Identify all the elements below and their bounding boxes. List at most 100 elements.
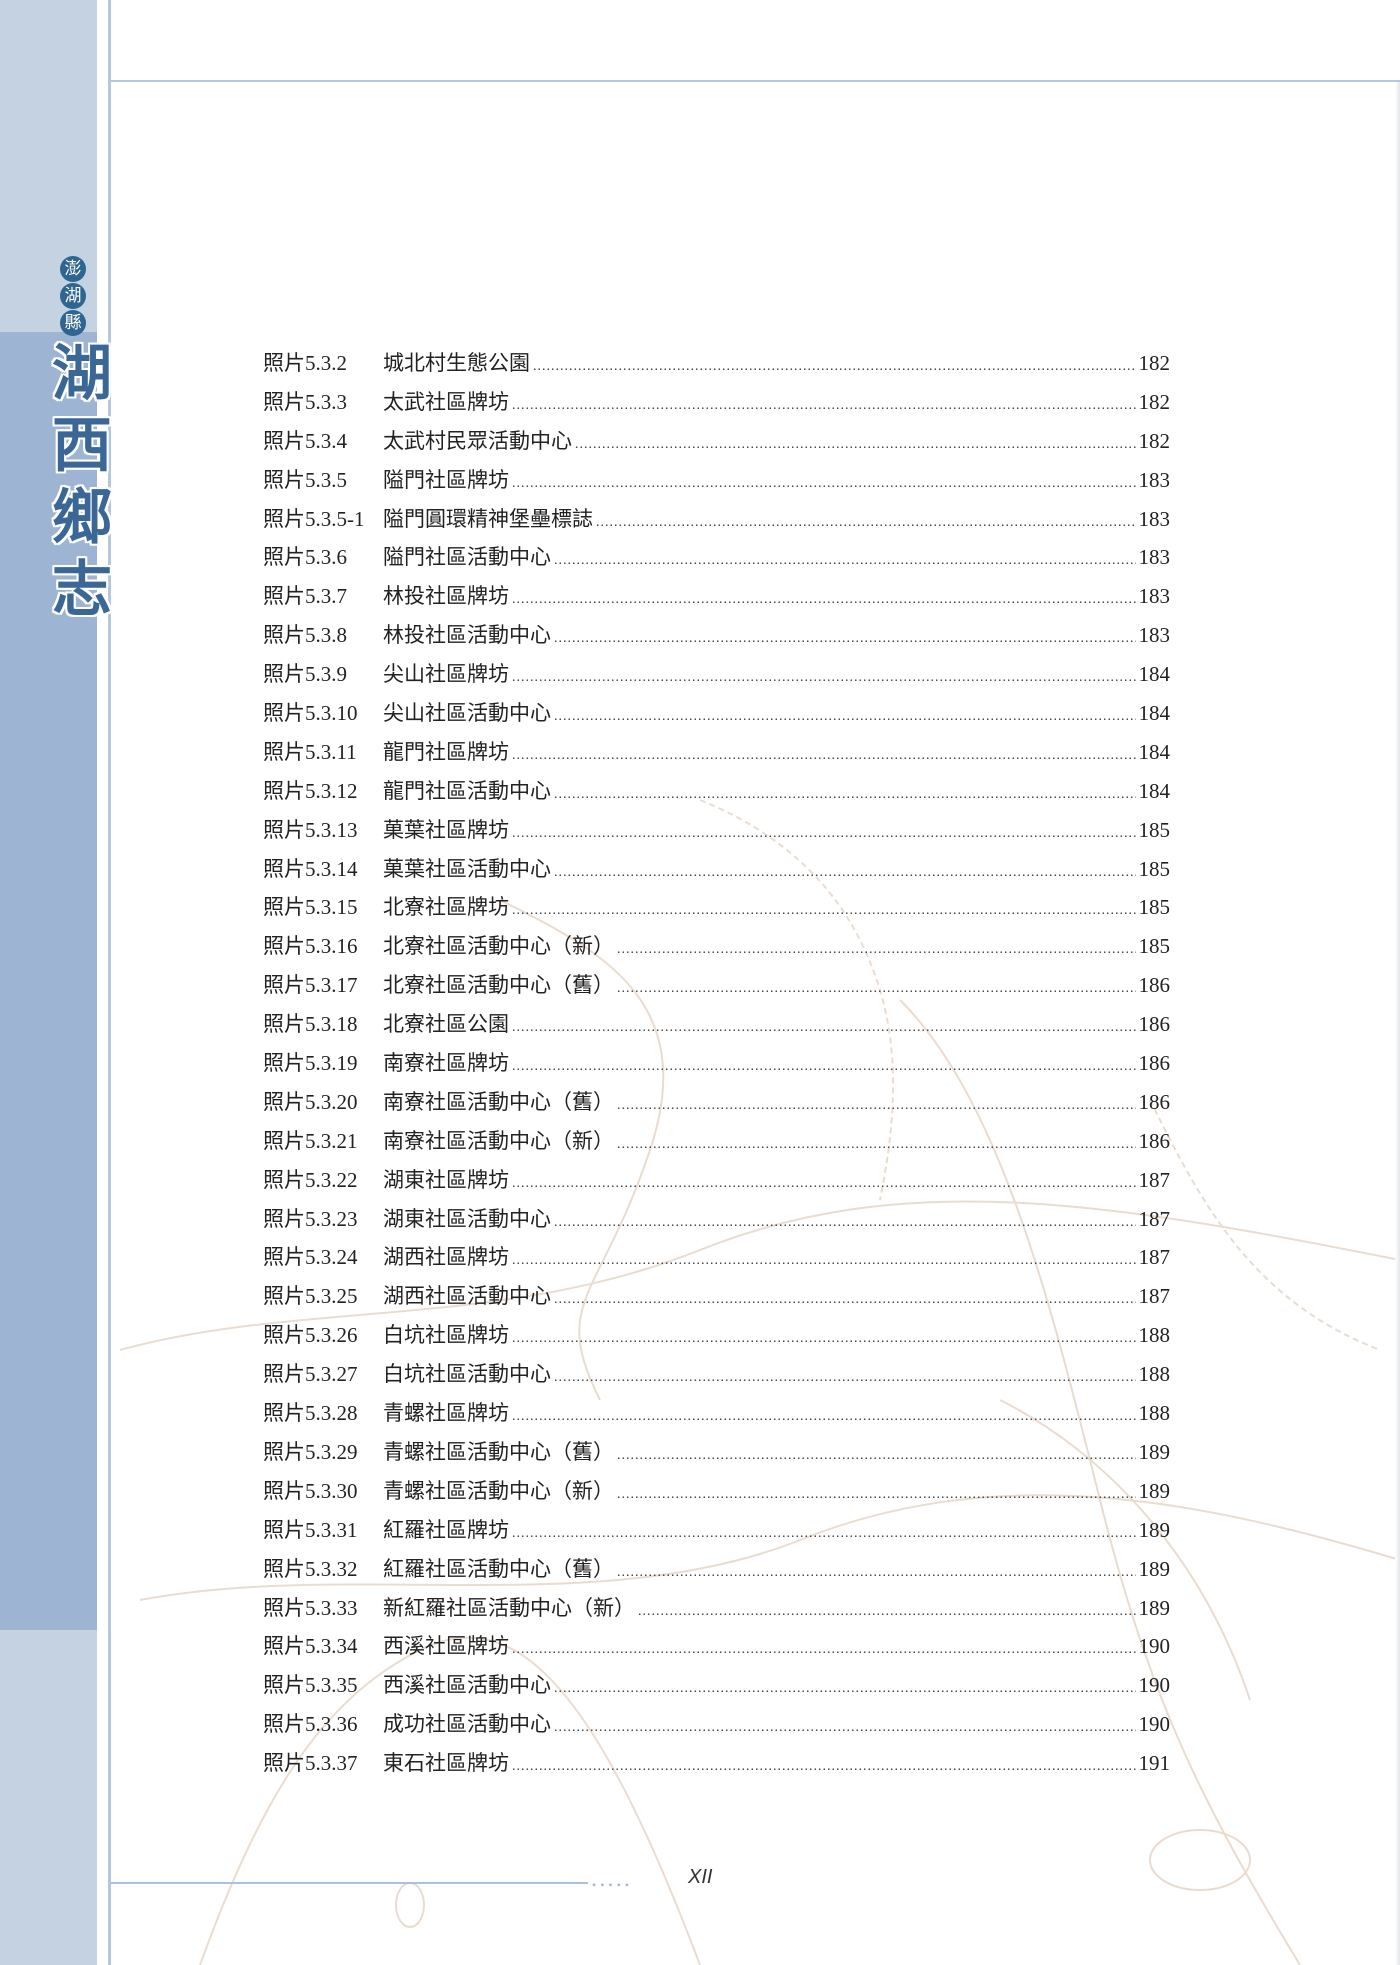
toc-entry[interactable]: 照片5.3.21 南寮社區活動中心（新）.....................… <box>263 1125 1170 1164</box>
entry-page: 183 <box>1138 506 1171 531</box>
entry-page: 184 <box>1138 662 1171 687</box>
toc-entry[interactable]: 照片5.3.32 紅羅社區活動中心（舊）.....................… <box>263 1553 1170 1592</box>
entry-title: 湖西社區活動中心 <box>383 1284 551 1309</box>
toc-entry[interactable]: 照片5.3.16 北寮社區活動中心（新）.....................… <box>263 930 1170 969</box>
toc-entry[interactable]: 照片5.3.20 南寮社區活動中心（舊）.....................… <box>263 1086 1170 1125</box>
toc-entry[interactable]: 照片5.3.33 新紅羅社區活動中心（新）....................… <box>263 1592 1170 1631</box>
toc-entry[interactable]: 照片5.3.25 湖西社區活動中心........................… <box>263 1280 1170 1319</box>
dot-leader: ........................................… <box>512 1409 1136 1425</box>
entry-page: 183 <box>1138 467 1171 492</box>
entry-title: 東石社區牌坊 <box>383 1751 509 1776</box>
dot-leader: ........................................… <box>512 670 1136 686</box>
entry-page: 191 <box>1138 1751 1171 1776</box>
entry-title: 成功社區活動中心 <box>383 1712 551 1737</box>
toc-entry[interactable]: 照片5.3.24 湖西社區牌坊..........................… <box>263 1241 1170 1280</box>
entry-title: 紅羅社區活動中心（舊） <box>383 1556 614 1581</box>
county-char: 湖 <box>60 283 86 309</box>
book-title-logo: 湖 西 鄉 志 <box>52 338 112 626</box>
entry-label: 照片5.3.26 <box>263 1323 358 1348</box>
toc-entry[interactable]: 照片5.3.19 南寮社區牌坊..........................… <box>263 1047 1170 1086</box>
toc-entry[interactable]: 照片5.3.3 太武社區牌坊...........................… <box>263 386 1170 425</box>
toc-entry[interactable]: 照片5.3.37 東石社區牌坊..........................… <box>263 1747 1170 1786</box>
entry-page: 189 <box>1138 1595 1171 1620</box>
entry-page: 183 <box>1138 584 1171 609</box>
entry-label: 照片5.3.19 <box>263 1051 358 1076</box>
toc-entry[interactable]: 照片5.3.4 太武村民眾活動中心........................… <box>263 425 1170 464</box>
entry-label: 照片5.3.14 <box>263 856 358 881</box>
toc-entry[interactable]: 照片5.3.10 尖山社區活動中心........................… <box>263 697 1170 736</box>
dot-leader: ........................................… <box>617 1097 1136 1113</box>
dot-leader: ........................................… <box>554 864 1136 880</box>
entry-page: 182 <box>1138 351 1171 375</box>
entry-title: 南寮社區牌坊 <box>383 1051 509 1076</box>
entry-label: 照片5.3.32 <box>263 1556 358 1581</box>
entry-page: 186 <box>1138 1012 1171 1037</box>
entry-page: 186 <box>1138 1051 1171 1076</box>
entry-title: 尖山社區活動中心 <box>383 701 551 726</box>
entry-label: 照片5.3.13 <box>263 817 358 842</box>
dot-leader: ........................................… <box>554 786 1136 802</box>
toc-entry[interactable]: 照片5.3.7 林投社區牌坊...........................… <box>263 580 1170 619</box>
dot-leader: ........................................… <box>617 1486 1136 1502</box>
toc-entry[interactable]: 照片5.3.12 龍門社區活動中心........................… <box>263 775 1170 814</box>
sidebar-bottom-band <box>0 1630 97 1965</box>
dot-leader: ........................................… <box>575 436 1136 452</box>
entry-page: 186 <box>1138 973 1171 998</box>
entry-label: 照片5.3.9 <box>263 662 347 687</box>
entry-page: 185 <box>1138 817 1171 842</box>
toc-entry[interactable]: 照片5.3.6 隘門社區活動中心.........................… <box>263 541 1170 580</box>
toc-entry[interactable]: 照片5.3.26 白坑社區牌坊..........................… <box>263 1319 1170 1358</box>
entry-label: 照片5.3.15 <box>263 895 358 920</box>
toc-entry[interactable]: 照片5.3.15 北寮社區牌坊..........................… <box>263 891 1170 930</box>
toc-entry[interactable]: 照片5.3.36 成功社區活動中心........................… <box>263 1708 1170 1747</box>
toc-entry[interactable]: 照片5.3.11 龍門社區牌坊..........................… <box>263 736 1170 775</box>
entry-page: 190 <box>1138 1634 1171 1659</box>
entry-title: 紅羅社區牌坊 <box>383 1517 509 1542</box>
toc-entry[interactable]: 照片5.3.5-1 隘門圓環精神堡壘標誌.....................… <box>263 503 1170 542</box>
toc-entry[interactable]: 照片5.3.14 菓葉社區活動中心........................… <box>263 853 1170 892</box>
entry-page: 184 <box>1138 739 1171 764</box>
entry-label: 照片5.3.24 <box>263 1245 358 1270</box>
entry-title: 南寮社區活動中心（舊） <box>383 1089 614 1114</box>
toc-entry[interactable]: 照片5.3.22 湖東社區牌坊..........................… <box>263 1164 1170 1203</box>
toc-entry[interactable]: 照片5.3.9 尖山社區牌坊...........................… <box>263 658 1170 697</box>
county-char: 澎 <box>60 256 86 282</box>
toc-entry[interactable]: 照片5.3.23 湖東社區活動中心........................… <box>263 1203 1170 1242</box>
toc-entry[interactable]: 照片5.3.18 北寮社區公園..........................… <box>263 1008 1170 1047</box>
toc-entry[interactable]: 照片5.3.31 紅羅社區牌坊..........................… <box>263 1514 1170 1553</box>
toc-entry[interactable]: 照片5.3.35 西溪社區活動中心........................… <box>263 1669 1170 1708</box>
toc-entry[interactable]: 照片5.3.29 青螺社區活動中心（舊）.....................… <box>263 1436 1170 1475</box>
title-char: 志 <box>52 555 112 625</box>
entry-title: 青螺社區活動中心（新） <box>383 1478 614 1503</box>
entry-page: 186 <box>1138 1089 1171 1114</box>
toc-entry[interactable]: 照片5.3.8 林投社區活動中心.........................… <box>263 619 1170 658</box>
dot-leader: ........................................… <box>512 903 1136 919</box>
dot-leader: ........................................… <box>554 709 1136 725</box>
toc-entry[interactable]: 照片5.3.2 城北村生態公園..........................… <box>263 347 1170 386</box>
entry-page: 190 <box>1138 1673 1171 1698</box>
toc-entry[interactable]: 照片5.3.30 青螺社區活動中心（新）.....................… <box>263 1475 1170 1514</box>
entry-title: 林投社區牌坊 <box>383 584 509 609</box>
toc-entry[interactable]: 照片5.3.34 西溪社區牌坊..........................… <box>263 1630 1170 1669</box>
photo-index-list: 照片5.3.2 城北村生態公園..........................… <box>263 347 1170 1786</box>
toc-entry[interactable]: 照片5.3.17 北寮社區活動中心（舊）.....................… <box>263 969 1170 1008</box>
entry-title: 北寮社區活動中心（舊） <box>383 973 614 998</box>
entry-page: 190 <box>1138 1712 1171 1737</box>
toc-entry[interactable]: 照片5.3.28 青螺社區牌坊..........................… <box>263 1397 1170 1436</box>
dot-leader: ........................................… <box>533 359 1136 374</box>
entry-page: 183 <box>1138 623 1171 648</box>
entry-page: 184 <box>1138 778 1171 803</box>
dot-leader: ........................................… <box>512 1175 1136 1191</box>
dot-leader: ........................................… <box>617 1564 1136 1580</box>
entry-label: 照片5.3.5 <box>263 467 347 492</box>
toc-entry[interactable]: 照片5.3.27 白坑社區活動中心........................… <box>263 1358 1170 1397</box>
entry-label: 照片5.3.21 <box>263 1128 358 1153</box>
entry-page: 188 <box>1138 1362 1171 1387</box>
entry-label: 照片5.3.12 <box>263 778 358 803</box>
entry-page: 184 <box>1138 701 1171 726</box>
toc-entry[interactable]: 照片5.3.5 隘門社區牌坊...........................… <box>263 464 1170 503</box>
dot-leader: ........................................… <box>617 1136 1136 1152</box>
entry-page: 185 <box>1138 895 1171 920</box>
toc-entry[interactable]: 照片5.3.13 菓葉社區牌坊..........................… <box>263 814 1170 853</box>
dot-leader: ........................................… <box>617 1447 1136 1463</box>
